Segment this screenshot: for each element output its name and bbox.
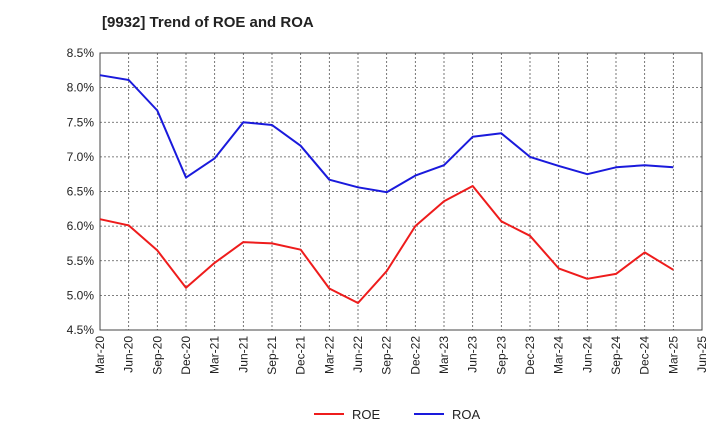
roe-point (615, 273, 617, 275)
roa-point (128, 79, 130, 81)
roa-point (99, 74, 101, 76)
roa-point (586, 173, 588, 175)
x-tick-label: Jun-21 (236, 336, 250, 373)
roe-point (300, 249, 302, 251)
x-tick-label: Dec-20 (179, 336, 193, 375)
roe-point (472, 185, 474, 187)
y-tick-label: 6.0% (67, 219, 95, 233)
roa-point (214, 157, 216, 159)
roe-point (558, 267, 560, 269)
y-tick-label: 5.5% (67, 254, 95, 268)
roe-point (500, 220, 502, 222)
roa-point (300, 145, 302, 147)
roa-point (414, 175, 416, 177)
roe-point (357, 302, 359, 304)
y-tick-label: 5.0% (67, 288, 95, 302)
roe-point (414, 225, 416, 227)
x-tick-label: Sep-24 (609, 336, 623, 375)
roe-point (185, 287, 187, 289)
x-tick-label: Dec-24 (638, 336, 652, 375)
y-tick-label: 4.5% (67, 323, 95, 337)
roe-point (672, 269, 674, 271)
roa-point (357, 186, 359, 188)
plot-frame (99, 52, 703, 331)
roa-point (386, 191, 388, 193)
roe-point (128, 224, 130, 226)
roa-point (242, 121, 244, 123)
x-tick-label: Jun-20 (122, 336, 136, 373)
roe-point (242, 241, 244, 243)
roa-point (156, 110, 158, 112)
roa-series-line (99, 74, 674, 194)
y-tick-label: 7.5% (67, 115, 95, 129)
roe-point (443, 200, 445, 202)
x-tick-label: Mar-23 (437, 336, 451, 374)
roe-point (271, 242, 273, 244)
roa-point (529, 156, 531, 158)
x-tick-label: Dec-23 (523, 336, 537, 375)
x-tick-label: Sep-21 (265, 336, 279, 375)
roa-point (644, 164, 646, 166)
x-tick-label: Mar-22 (322, 336, 336, 374)
x-tick-label: Mar-20 (93, 336, 107, 374)
roe-point (99, 218, 101, 220)
x-tick-label: Jun-24 (580, 336, 594, 373)
x-tick-label: Jun-25 (695, 336, 709, 373)
x-tick-label: Sep-20 (150, 336, 164, 375)
x-tick-label: Mar-24 (552, 336, 566, 374)
roe-point (328, 288, 330, 290)
x-tick-label: Jun-22 (351, 336, 365, 373)
roe-point (644, 251, 646, 253)
roe-point (529, 235, 531, 237)
y-tick-label: 8.5% (67, 46, 95, 60)
x-tick-label: Sep-23 (494, 336, 508, 375)
roe-point (156, 249, 158, 251)
roa-point (500, 132, 502, 134)
roa-point (328, 179, 330, 181)
legend-roa-label: ROA (452, 407, 481, 422)
roa-point (185, 177, 187, 179)
x-tick-label: Dec-21 (294, 336, 308, 375)
x-tick-label: Mar-25 (666, 336, 680, 374)
legend-roe-label: ROE (352, 407, 381, 422)
roe-point (214, 262, 216, 264)
roa-point (443, 164, 445, 166)
y-tick-label: 7.0% (67, 150, 95, 164)
x-tick-label: Jun-23 (466, 336, 480, 373)
roa-point (271, 124, 273, 126)
x-tick-label: Mar-21 (208, 336, 222, 374)
y-tick-label: 8.0% (67, 81, 95, 95)
roa-point (672, 166, 674, 168)
roe-series-line (99, 185, 674, 304)
roa-point (472, 136, 474, 138)
y-tick-label: 6.5% (67, 185, 95, 199)
roa-point (615, 166, 617, 168)
roe-point (586, 278, 588, 280)
x-tick-label: Dec-22 (408, 336, 422, 375)
roa-point (558, 165, 560, 167)
chart-title: [9932] Trend of ROE and ROA (102, 14, 314, 31)
roe-point (386, 270, 388, 272)
x-tick-label: Sep-22 (380, 336, 394, 375)
